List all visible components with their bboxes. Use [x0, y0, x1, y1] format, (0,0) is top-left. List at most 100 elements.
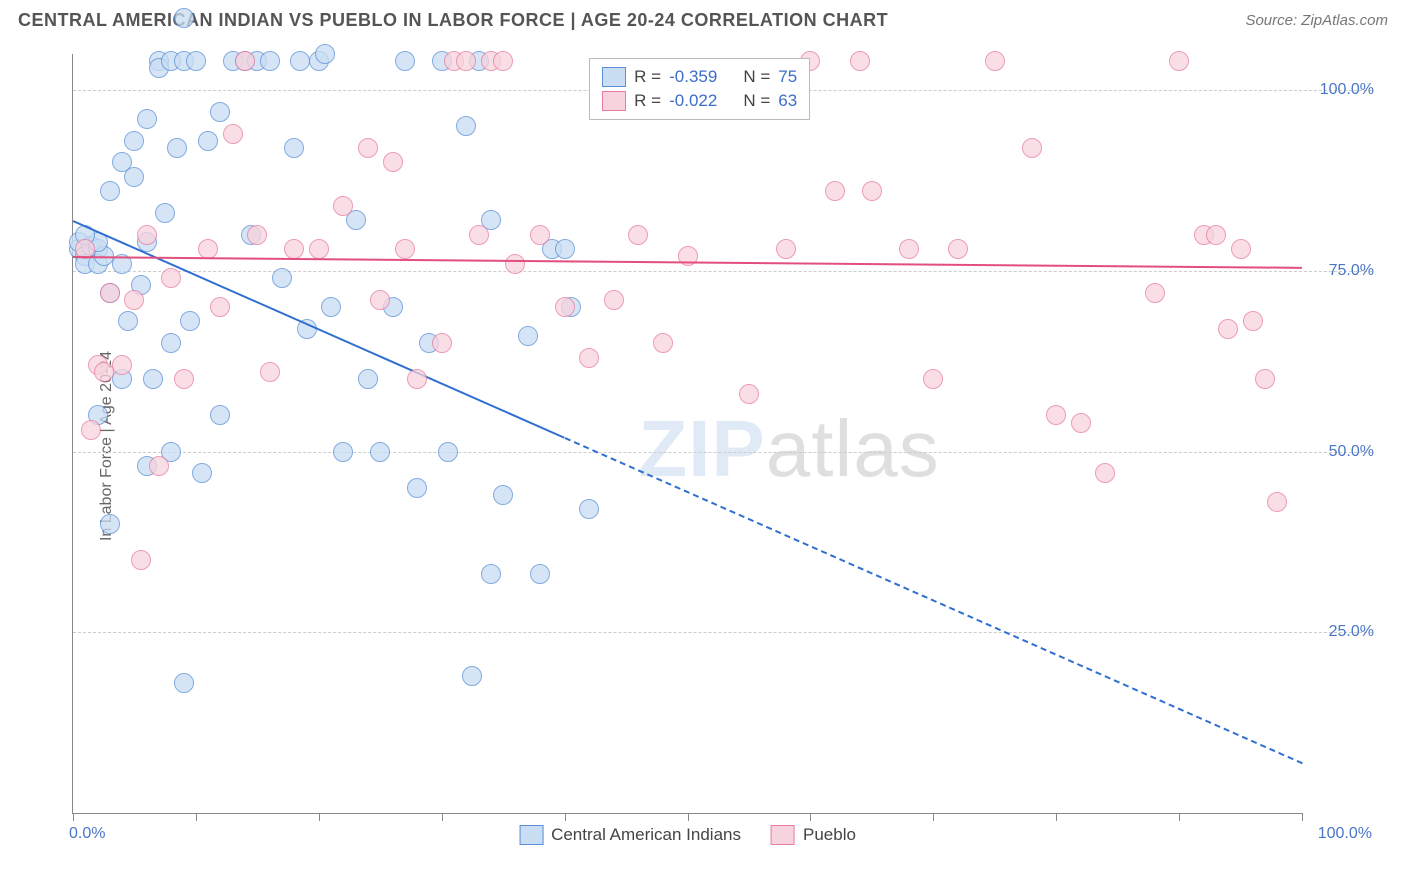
gridline: [73, 271, 1372, 272]
data-point: [333, 442, 353, 462]
data-point: [456, 116, 476, 136]
legend-stat-row: R =-0.359N =75: [602, 65, 797, 89]
y-tick-label: 25.0%: [1329, 623, 1374, 641]
data-point: [432, 333, 452, 353]
data-point: [333, 196, 353, 216]
data-point: [309, 239, 329, 259]
data-point: [290, 51, 310, 71]
data-point: [370, 442, 390, 462]
x-tick: [688, 813, 689, 821]
data-point: [112, 355, 132, 375]
data-point: [210, 102, 230, 122]
x-tick: [319, 813, 320, 821]
y-tick-label: 75.0%: [1329, 262, 1374, 280]
legend-item: Central American Indians: [519, 825, 741, 845]
data-point: [247, 225, 267, 245]
data-point: [223, 124, 243, 144]
legend-swatch: [602, 67, 626, 87]
data-point: [167, 138, 187, 158]
data-point: [530, 225, 550, 245]
n-value: 63: [778, 91, 797, 111]
x-tick: [196, 813, 197, 821]
data-point: [469, 225, 489, 245]
data-point: [438, 442, 458, 462]
x-tick: [1056, 813, 1057, 821]
data-point: [260, 51, 280, 71]
data-point: [850, 51, 870, 71]
y-tick-label: 100.0%: [1320, 81, 1374, 99]
data-point: [1231, 239, 1251, 259]
data-point: [124, 131, 144, 151]
data-point: [131, 550, 151, 570]
data-point: [555, 297, 575, 317]
x-tick: [73, 813, 74, 821]
data-point: [81, 420, 101, 440]
data-point: [180, 311, 200, 331]
data-point: [628, 225, 648, 245]
x-tick: [565, 813, 566, 821]
data-point: [137, 225, 157, 245]
data-point: [1267, 492, 1287, 512]
r-value: -0.022: [669, 91, 717, 111]
legend-swatch: [771, 825, 795, 845]
data-point: [383, 152, 403, 172]
data-point: [1071, 413, 1091, 433]
legend-label: Central American Indians: [551, 825, 741, 845]
data-point: [210, 405, 230, 425]
x-max-label: 100.0%: [1318, 825, 1372, 843]
data-point: [493, 51, 513, 71]
data-point: [124, 290, 144, 310]
data-point: [395, 239, 415, 259]
data-point: [407, 369, 427, 389]
data-point: [137, 109, 157, 129]
data-point: [456, 51, 476, 71]
legend-swatch: [602, 91, 626, 111]
legend-swatch: [519, 825, 543, 845]
data-point: [272, 268, 292, 288]
data-point: [776, 239, 796, 259]
legend-stat-row: R = -0.022 N = 63: [602, 89, 797, 113]
data-point: [505, 254, 525, 274]
data-point: [1095, 463, 1115, 483]
legend-stats: R =-0.359N =75R =-0.022N =63: [589, 58, 810, 120]
data-point: [155, 203, 175, 223]
data-point: [899, 239, 919, 259]
data-point: [370, 290, 390, 310]
x-min-label: 0.0%: [69, 825, 105, 843]
plot-area: ZIPatlas R =-0.359N =75R =-0.022N =63 Ce…: [72, 54, 1302, 814]
data-point: [407, 478, 427, 498]
data-point: [198, 131, 218, 151]
data-point: [143, 369, 163, 389]
data-point: [315, 44, 335, 64]
data-point: [192, 463, 212, 483]
data-point: [481, 564, 501, 584]
data-point: [1218, 319, 1238, 339]
data-point: [94, 362, 114, 382]
data-point: [493, 485, 513, 505]
x-tick: [933, 813, 934, 821]
chart-source: Source: ZipAtlas.com: [1245, 12, 1388, 29]
data-point: [161, 333, 181, 353]
n-label: N =: [743, 91, 770, 111]
r-label: R =: [634, 67, 661, 87]
r-label: R =: [634, 91, 661, 111]
data-point: [118, 311, 138, 331]
data-point: [358, 138, 378, 158]
data-point: [604, 290, 624, 310]
legend-series: Central American Indians Pueblo: [519, 825, 856, 845]
data-point: [284, 138, 304, 158]
data-point: [284, 239, 304, 259]
legend-item: Pueblo: [771, 825, 856, 845]
watermark: ZIPatlas: [638, 403, 939, 495]
data-point: [358, 369, 378, 389]
data-point: [579, 348, 599, 368]
data-point: [948, 239, 968, 259]
data-point: [260, 362, 280, 382]
y-tick-label: 50.0%: [1329, 443, 1374, 461]
data-point: [124, 167, 144, 187]
n-label: N =: [743, 67, 770, 87]
data-point: [210, 297, 230, 317]
n-value: 75: [778, 67, 797, 87]
data-point: [395, 51, 415, 71]
chart-container: In Labor Force | Age 20-24 ZIPatlas R =-…: [24, 44, 1382, 848]
